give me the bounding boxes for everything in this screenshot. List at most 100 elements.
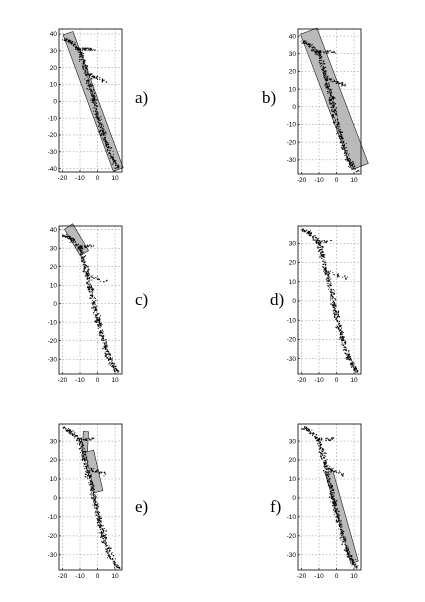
data-point bbox=[323, 73, 325, 75]
data-point bbox=[99, 120, 101, 122]
data-point bbox=[349, 359, 351, 361]
data-point bbox=[326, 51, 328, 53]
data-point bbox=[91, 495, 93, 497]
data-point bbox=[100, 331, 102, 333]
data-point bbox=[90, 49, 92, 51]
data-point bbox=[82, 259, 84, 261]
data-point bbox=[332, 504, 334, 507]
data-point bbox=[81, 257, 83, 259]
data-point bbox=[83, 448, 85, 450]
data-point bbox=[339, 136, 341, 138]
data-point bbox=[91, 86, 93, 88]
data-point bbox=[330, 99, 332, 101]
data-point bbox=[330, 94, 332, 97]
data-point bbox=[97, 511, 99, 513]
data-point bbox=[100, 517, 102, 519]
data-point bbox=[100, 325, 102, 327]
data-point bbox=[96, 320, 98, 322]
data-point bbox=[348, 553, 350, 555]
data-point bbox=[97, 320, 99, 321]
data-point bbox=[330, 93, 332, 95]
data-point bbox=[94, 113, 96, 115]
data-point bbox=[325, 271, 327, 273]
data-point bbox=[94, 103, 96, 105]
data-point bbox=[323, 77, 325, 79]
data-point bbox=[89, 493, 91, 495]
data-point bbox=[75, 47, 77, 49]
data-point bbox=[103, 542, 105, 544]
data-point bbox=[331, 106, 333, 108]
data-point bbox=[88, 275, 90, 276]
data-point bbox=[332, 437, 334, 439]
data-point bbox=[91, 491, 93, 493]
data-point bbox=[113, 561, 115, 563]
data-point bbox=[95, 498, 97, 499]
data-point bbox=[102, 535, 105, 537]
data-point bbox=[335, 108, 337, 110]
data-point bbox=[72, 241, 74, 243]
data-point bbox=[93, 489, 95, 490]
data-point bbox=[321, 64, 322, 66]
data-point bbox=[325, 267, 327, 269]
data-point bbox=[334, 502, 336, 504]
data-point bbox=[99, 333, 101, 335]
data-point bbox=[343, 141, 344, 143]
data-point bbox=[338, 327, 340, 329]
data-point bbox=[72, 237, 74, 239]
data-point bbox=[81, 444, 83, 446]
data-point bbox=[81, 49, 83, 51]
data-point bbox=[345, 157, 347, 159]
x-tick-label: -10 bbox=[314, 377, 324, 384]
data-point bbox=[324, 272, 326, 274]
data-point bbox=[311, 233, 312, 235]
data-point bbox=[355, 368, 356, 370]
data-point bbox=[312, 49, 314, 51]
data-point bbox=[83, 262, 85, 264]
data-point bbox=[326, 240, 328, 242]
data-point bbox=[325, 459, 327, 461]
data-point bbox=[312, 239, 314, 241]
data-point bbox=[318, 451, 320, 453]
data-point bbox=[343, 532, 344, 534]
y-tick-label: 20 bbox=[289, 457, 297, 464]
data-point bbox=[330, 78, 332, 80]
y-tick-label: 20 bbox=[50, 457, 58, 464]
data-point bbox=[95, 307, 97, 309]
data-point bbox=[83, 463, 85, 465]
data-point bbox=[327, 439, 329, 441]
data-point bbox=[93, 499, 95, 501]
data-point bbox=[319, 62, 321, 64]
data-point bbox=[92, 304, 94, 306]
data-point bbox=[327, 84, 329, 85]
data-point bbox=[322, 448, 324, 451]
data-point bbox=[327, 285, 329, 287]
data-point bbox=[82, 68, 84, 70]
data-point bbox=[95, 111, 97, 113]
data-point bbox=[328, 82, 330, 84]
y-tick-label: -30 bbox=[287, 552, 297, 559]
data-point bbox=[115, 160, 117, 161]
data-point bbox=[83, 258, 85, 260]
data-point bbox=[87, 266, 89, 268]
data-point bbox=[66, 38, 68, 40]
data-point bbox=[321, 241, 323, 243]
data-point bbox=[89, 88, 91, 89]
data-point bbox=[351, 560, 354, 562]
data-point bbox=[330, 270, 331, 272]
data-point bbox=[86, 80, 88, 82]
data-point bbox=[80, 442, 82, 444]
data-point bbox=[327, 465, 329, 466]
data-point bbox=[107, 547, 109, 549]
data-point bbox=[336, 112, 338, 114]
data-point bbox=[347, 556, 348, 558]
data-point bbox=[325, 461, 327, 463]
data-point bbox=[88, 290, 90, 292]
data-point bbox=[324, 263, 326, 265]
data-point bbox=[84, 72, 86, 74]
data-point bbox=[87, 71, 89, 73]
data-point bbox=[107, 357, 108, 358]
data-point bbox=[109, 357, 112, 359]
data-point bbox=[342, 339, 344, 341]
data-point bbox=[345, 277, 346, 279]
data-point bbox=[85, 471, 87, 473]
